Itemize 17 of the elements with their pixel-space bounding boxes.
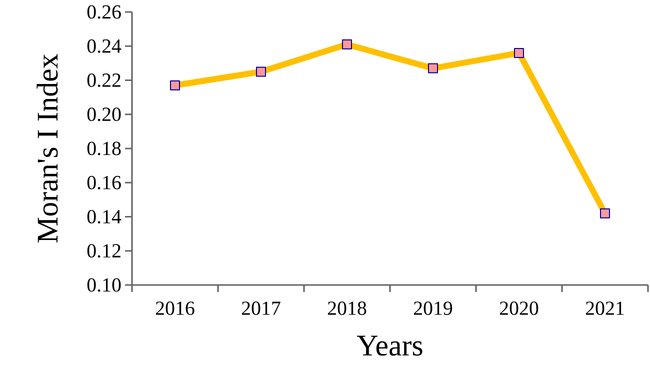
y-tick-label: 0.26 [87, 5, 121, 19]
y-tick-label: 0.20 [87, 108, 121, 122]
x-tick-label: 2017 [242, 302, 280, 315]
y-tick-label: 0.24 [87, 39, 122, 53]
y-axis-title: Moran's I Index [36, 54, 58, 242]
x-tick-label: 2018 [328, 302, 366, 315]
x-tick-label: 2019 [414, 302, 452, 315]
y-tick-label: 0.10 [87, 278, 121, 292]
x-tick-label: 2020 [500, 302, 538, 315]
x-tick-label: 2021 [586, 302, 624, 315]
x-axis-title: Years [356, 336, 422, 356]
y-tick-label: 0.18 [87, 142, 121, 156]
x-tick-label: 2016 [156, 302, 194, 315]
y-tick-label: 0.14 [87, 210, 122, 224]
y-tick-label: 0.12 [87, 244, 120, 258]
y-tick-label: 0.16 [87, 176, 121, 190]
y-tick-label: 0.22 [87, 73, 120, 88]
